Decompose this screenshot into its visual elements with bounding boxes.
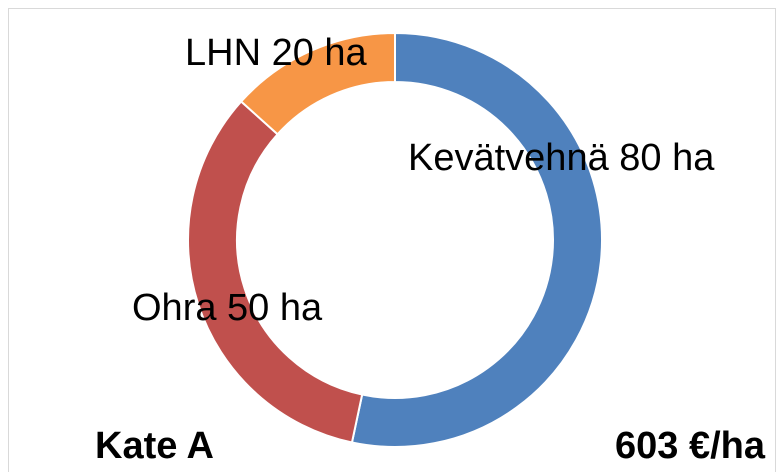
donut-slice [350,31,603,448]
donut-slice [239,31,396,136]
data-label: Ohra 50 ha [132,287,323,329]
annotation: 603 €/ha [615,425,766,467]
data-label: Kevätvehnä 80 ha [408,137,715,179]
chart-frame [8,8,776,472]
donut-slice [187,100,364,444]
data-label: LHN 20 ha [185,32,368,74]
annotation: Kate A [95,425,214,467]
